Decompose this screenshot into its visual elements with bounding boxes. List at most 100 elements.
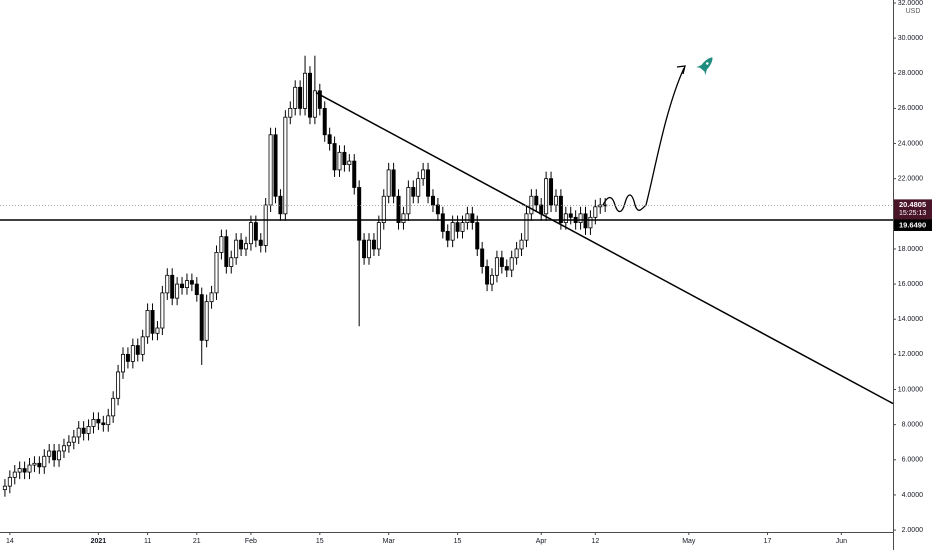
candle-body [229, 257, 234, 267]
candle-body [332, 143, 337, 171]
y-tick-label: 16.0000 [898, 281, 923, 288]
candle-body [160, 292, 165, 329]
candle-body [96, 418, 101, 424]
candle-body [155, 327, 160, 334]
candle-body [391, 169, 396, 197]
candle-body [86, 426, 91, 434]
x-tick-label: Mar [383, 538, 396, 545]
candle-body [239, 239, 244, 250]
forecast-arrow [602, 67, 685, 213]
candle-body [430, 195, 435, 206]
candle-body [125, 353, 130, 362]
candle-body [347, 160, 352, 166]
x-tick-label: 14 [6, 538, 14, 545]
candle-body [140, 336, 145, 355]
y-tick-label: 14.0000 [898, 316, 923, 323]
candle-body [524, 213, 529, 241]
candle-body [485, 266, 490, 285]
candle-body [27, 464, 32, 473]
candle-body [57, 450, 62, 461]
candle-body [194, 283, 199, 296]
y-tick-label: 26.0000 [898, 105, 923, 112]
candle-body [42, 455, 47, 468]
candle-body [101, 422, 106, 426]
candle-body [421, 169, 426, 180]
candle-body [224, 236, 229, 267]
y-tick-label: 30.0000 [898, 35, 923, 42]
candle-body [219, 236, 224, 253]
candle-body [396, 195, 401, 224]
y-tick-label: 8.0000 [902, 421, 924, 428]
x-tick-label: 12 [591, 538, 599, 545]
candle-body [549, 178, 554, 206]
candle-body [150, 310, 155, 334]
candle-body [180, 283, 185, 289]
candle-body [288, 108, 293, 118]
candle-body [514, 248, 519, 259]
candle-body [494, 257, 499, 276]
candle-body [184, 280, 189, 289]
candle-body [130, 345, 135, 362]
candle-body [258, 239, 263, 246]
candle-body [244, 243, 249, 250]
candle-body [145, 310, 150, 338]
candle-body [317, 90, 322, 109]
candle-body [553, 195, 558, 206]
candle-body [357, 187, 362, 241]
candle-body [293, 86, 298, 109]
level-label: 19.6490 [899, 220, 926, 229]
candle-body [342, 151, 347, 166]
candle-body [460, 222, 465, 232]
y-tick-label: 10.0000 [898, 386, 923, 393]
candle-body [480, 248, 485, 267]
candle-body [66, 441, 71, 447]
candle-body [376, 222, 381, 250]
candle-body [440, 213, 445, 232]
x-tick-label: Feb [245, 538, 257, 545]
x-tick-label: 15 [454, 538, 462, 545]
candle-body [588, 216, 593, 229]
candle-body [263, 204, 268, 246]
rocket-icon [696, 57, 713, 75]
candle-body [544, 178, 549, 215]
candle-body [81, 427, 86, 434]
candle-body [406, 187, 411, 215]
candle-body [381, 195, 386, 224]
candle-body [12, 471, 17, 478]
level-badge [894, 218, 932, 231]
x-tick-label: 17 [764, 538, 772, 545]
candle-body [106, 415, 111, 426]
candle-body [450, 222, 455, 241]
candle-body [253, 222, 258, 241]
x-tick-label: May [682, 538, 696, 545]
countdown-label: 15:25:13 [899, 210, 926, 217]
candle-body [455, 222, 460, 232]
candle-body [322, 108, 327, 136]
candle-body [165, 274, 170, 294]
candle-body [175, 283, 180, 299]
y-tick-label: 12.0000 [898, 351, 923, 358]
y-tick-label: 18.0000 [898, 246, 923, 253]
last-price-label: 20.4805 [899, 200, 926, 209]
candle-body [490, 274, 495, 285]
candle-body [327, 134, 332, 144]
candle-body [17, 468, 22, 473]
candle-body [593, 206, 598, 218]
candle-body [568, 213, 573, 218]
candle-body [583, 213, 588, 229]
y-tick-label: 32.0000 [898, 0, 923, 7]
y-tick-label: 4.0000 [902, 492, 924, 499]
candle-body [47, 450, 52, 457]
candle-body [534, 195, 539, 206]
candle-body [352, 160, 357, 188]
candle-body [135, 345, 140, 355]
candle-body [499, 257, 504, 267]
trendline [315, 91, 894, 405]
candle-body [248, 222, 253, 245]
candle-body [22, 468, 27, 473]
candle-body [362, 239, 367, 259]
candle-body [76, 427, 81, 438]
x-tick-label: 2021 [91, 538, 107, 545]
candle-body [563, 213, 568, 224]
